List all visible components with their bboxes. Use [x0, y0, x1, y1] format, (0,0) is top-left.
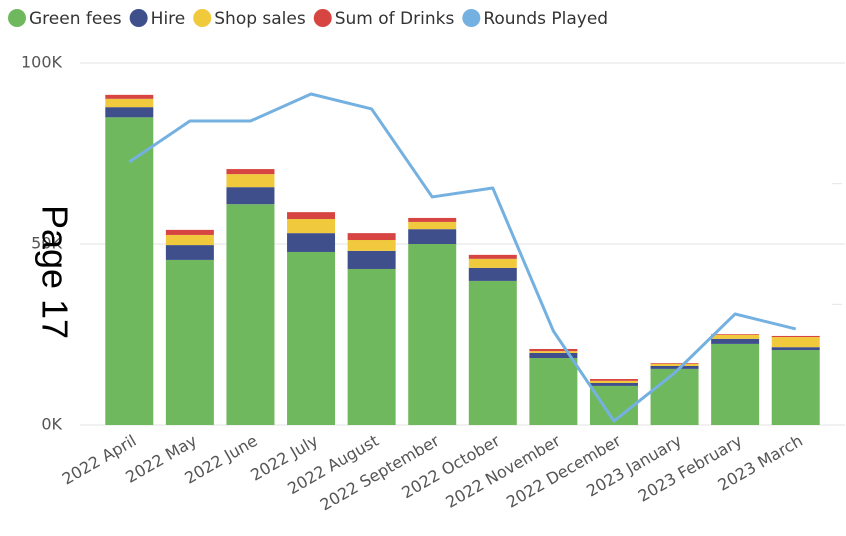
annotation: Page 17 — [34, 205, 75, 339]
bar-segment — [105, 94, 154, 99]
bar-segment — [711, 343, 760, 425]
bar-segment — [226, 174, 275, 188]
bar-segment — [105, 98, 154, 108]
bar-segment — [468, 254, 517, 259]
y-tick-label: 50K — [31, 234, 62, 253]
line — [128, 92, 797, 423]
bar-segment — [589, 380, 638, 384]
bar-segment — [347, 250, 396, 269]
bar-segment — [589, 379, 638, 381]
bar-segment — [165, 229, 214, 235]
bar-segment — [711, 338, 760, 344]
legend-text: Green fees — [29, 9, 122, 29]
legend-item: Sum of Drinks — [313, 9, 455, 29]
bar-segment — [165, 245, 214, 260]
bar-segment — [771, 335, 820, 338]
legend-text: Hire — [151, 9, 186, 29]
legend-marker — [462, 9, 481, 27]
legend-item: Shop sales — [193, 9, 306, 29]
legend-marker — [313, 9, 332, 27]
legend-item: Green fees — [8, 9, 122, 29]
legend-marker — [8, 9, 26, 27]
bar-segment — [165, 234, 214, 246]
bar-segment — [650, 368, 699, 425]
legend-item: Hire — [129, 9, 186, 29]
bar-segment — [347, 240, 396, 251]
bar-segment — [771, 337, 820, 348]
bar-segment — [529, 358, 578, 425]
bar-segment — [711, 334, 760, 335]
y-tick-label: 0K — [41, 415, 62, 434]
bar-segment — [650, 363, 699, 364]
bar-segment — [771, 347, 820, 351]
bar-segment — [468, 267, 517, 281]
bar-segment — [408, 244, 457, 425]
bar-segment — [408, 221, 457, 230]
bar-segment — [408, 217, 457, 222]
bar-segment — [650, 363, 699, 366]
bar-segment — [529, 351, 578, 353]
bar-segment — [165, 259, 214, 425]
bar-segment — [226, 204, 275, 425]
legend-text: Rounds Played — [483, 9, 608, 29]
bar-segment — [589, 383, 638, 386]
y-tick-label: 100K — [21, 53, 63, 72]
legend-marker — [193, 9, 212, 27]
bar-segment — [347, 268, 396, 425]
bar-segment — [529, 348, 578, 352]
bar-segment — [529, 352, 578, 359]
x-tick-label: 2023 February — [635, 431, 746, 506]
bar-segment — [408, 229, 457, 244]
legend-text: Shop sales — [214, 9, 306, 29]
bar-segment — [287, 233, 336, 252]
bar-segment — [771, 350, 820, 425]
bar-segment — [287, 212, 336, 220]
bar-segment — [468, 258, 517, 268]
bar-segment — [105, 107, 154, 118]
bar-segment — [105, 117, 154, 426]
bar-segment — [711, 334, 760, 339]
legend-marker — [129, 9, 148, 27]
bar-segment — [650, 365, 699, 369]
bar-segment — [226, 187, 275, 205]
bar-segment — [287, 219, 336, 234]
bar-segment — [287, 251, 336, 425]
legend-item: Rounds Played — [462, 9, 608, 29]
legend-text: Sum of Drinks — [335, 9, 455, 29]
bar-segment — [226, 169, 275, 175]
bar-segment — [347, 233, 396, 241]
bar-segment — [468, 280, 517, 425]
